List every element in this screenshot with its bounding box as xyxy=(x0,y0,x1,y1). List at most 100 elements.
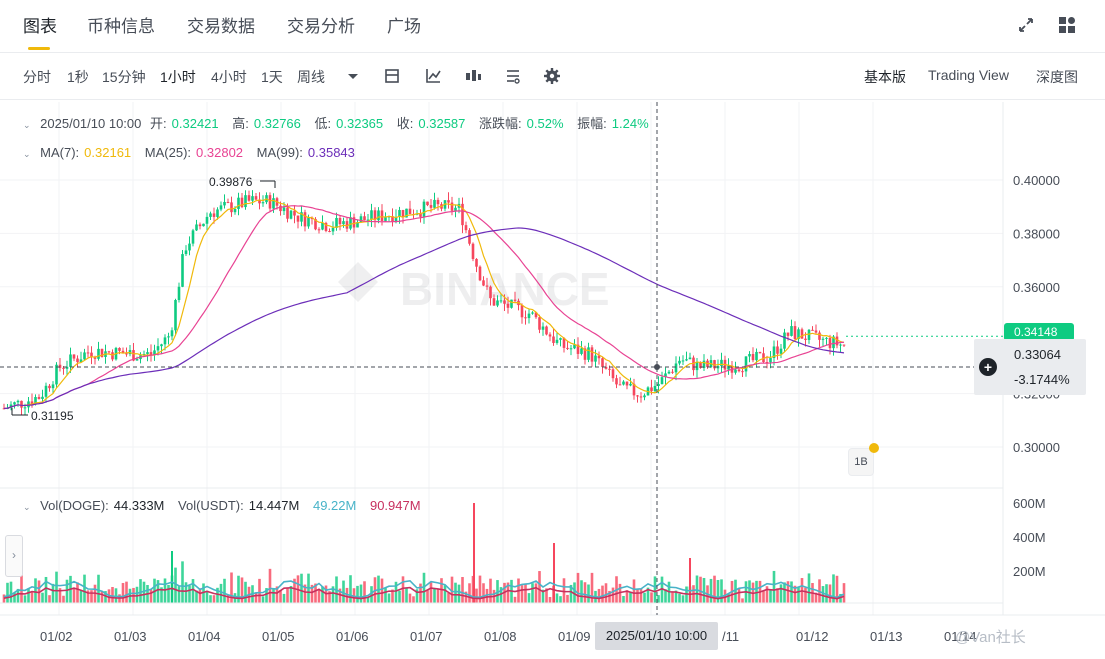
candle-body xyxy=(583,348,587,360)
candle-body xyxy=(300,212,303,222)
indicator-icon[interactable] xyxy=(383,67,401,85)
candle-body xyxy=(174,300,177,331)
view-depth[interactable]: 深度图 xyxy=(1036,69,1078,85)
tab-chart[interactable]: 图表 xyxy=(23,17,57,36)
interval-1d[interactable]: 1天 xyxy=(261,69,283,85)
candle-icon[interactable] xyxy=(464,67,482,85)
candle-body xyxy=(380,210,384,221)
current-price-tag: 0.34148 xyxy=(1004,323,1074,341)
crosshair-price: 0.33064 xyxy=(1014,347,1061,362)
date-tick: /11 xyxy=(722,629,739,644)
candle-body xyxy=(797,329,800,340)
chart-toolbar: 分时 1秒 15分钟 1小时 4小时 1天 周线 基本版 Trading Vie… xyxy=(0,53,1105,100)
interval-1w[interactable]: 周线 xyxy=(297,69,325,85)
volume-bar xyxy=(16,588,20,603)
candle-body xyxy=(272,198,275,209)
candle-body xyxy=(170,330,174,337)
candle-body xyxy=(212,213,216,217)
candle-body xyxy=(163,337,167,345)
candle-body xyxy=(454,207,457,211)
volume-bar xyxy=(699,576,702,603)
volume-bar xyxy=(464,591,468,603)
volume-bar xyxy=(727,594,730,603)
volume-bar xyxy=(188,585,191,603)
volume-spike xyxy=(689,558,691,603)
volume-bar xyxy=(30,592,34,603)
candle-body xyxy=(576,344,580,354)
volume-bar xyxy=(230,572,233,603)
candle-body xyxy=(496,300,499,306)
chevron-down-icon[interactable] xyxy=(344,67,362,85)
tab-trading-data[interactable]: 交易数据 xyxy=(187,17,255,36)
candle-body xyxy=(793,326,797,340)
gear-icon[interactable] xyxy=(543,67,561,85)
volume-bar xyxy=(286,588,289,603)
line-chart-icon[interactable] xyxy=(424,67,442,85)
volume-bar xyxy=(293,578,296,603)
candle-body xyxy=(573,344,576,349)
candle-body xyxy=(44,385,48,397)
ma7-value: 0.32161 xyxy=(84,145,132,160)
volume-bar xyxy=(20,575,23,603)
badge-icon[interactable]: 1B xyxy=(848,448,874,476)
candle-body xyxy=(566,347,569,349)
volume-bar xyxy=(55,571,58,603)
volume-bar xyxy=(555,593,559,603)
candle-body xyxy=(121,350,125,354)
candle-body xyxy=(468,230,471,244)
candle-body xyxy=(345,221,349,229)
candle-body xyxy=(62,367,65,369)
chevron-right-icon[interactable]: › xyxy=(5,535,23,577)
ohlc-info: ⌄ 2025/01/10 10:00 开: 0.32421 高: 0.32766 低… xyxy=(23,116,649,131)
candle-body xyxy=(16,400,20,403)
layout-icon[interactable] xyxy=(1057,15,1077,35)
volume-bar xyxy=(720,579,723,603)
candle-body xyxy=(41,396,44,399)
volume-bar xyxy=(797,587,800,603)
tab-square[interactable]: 广场 xyxy=(387,17,421,36)
candle-body xyxy=(419,213,422,217)
candle-body xyxy=(461,203,464,226)
volume-bar xyxy=(828,584,832,603)
volume-bar xyxy=(443,585,447,603)
volume-bar xyxy=(524,583,527,603)
candle-body xyxy=(464,225,468,231)
view-basic[interactable]: 基本版 xyxy=(864,69,906,85)
candle-body xyxy=(664,373,667,378)
candle-body xyxy=(527,313,531,319)
kline-chart[interactable]: BINANCE 0.40000 0.38000 0.36000 0.30000 0.32… xyxy=(0,100,1105,659)
interval-15m[interactable]: 15分钟 xyxy=(102,69,146,85)
volume-bar xyxy=(685,586,688,603)
interval-4h[interactable]: 4小时 xyxy=(211,69,247,85)
volume-bar xyxy=(209,595,212,603)
candle-body xyxy=(471,243,475,259)
date-tick: 01/09 xyxy=(558,629,591,644)
candle-body xyxy=(818,332,821,340)
volume-bar xyxy=(646,587,650,603)
candle-body xyxy=(216,209,219,217)
interval-1h[interactable]: 1小时 xyxy=(160,69,196,85)
volume-bar xyxy=(436,588,440,603)
candle-body xyxy=(55,364,58,385)
view-tradingview[interactable]: Trading View xyxy=(928,67,1009,83)
volume-bar xyxy=(34,578,37,603)
add-order-icon[interactable]: + xyxy=(979,358,997,376)
tab-coin-info[interactable]: 币种信息 xyxy=(87,17,155,36)
volume-bar xyxy=(814,592,818,603)
candle-body xyxy=(772,346,776,359)
tab-trading-analysis[interactable]: 交易分析 xyxy=(287,17,355,36)
volume-bar xyxy=(643,592,646,603)
volume-bar xyxy=(156,580,160,603)
volume-bar xyxy=(58,588,62,603)
settings-list-icon[interactable] xyxy=(504,67,522,85)
volume-bar xyxy=(457,584,461,603)
volume-bar xyxy=(625,590,629,603)
candle-body xyxy=(384,217,387,221)
interval-1s[interactable]: 1秒 xyxy=(67,69,89,85)
candle-body xyxy=(401,209,405,218)
expand-icon[interactable] xyxy=(1017,16,1035,34)
interval-time[interactable]: 分时 xyxy=(23,69,51,85)
volume-bar xyxy=(804,587,807,603)
candle-body xyxy=(835,336,839,346)
volume-bar xyxy=(793,585,797,603)
